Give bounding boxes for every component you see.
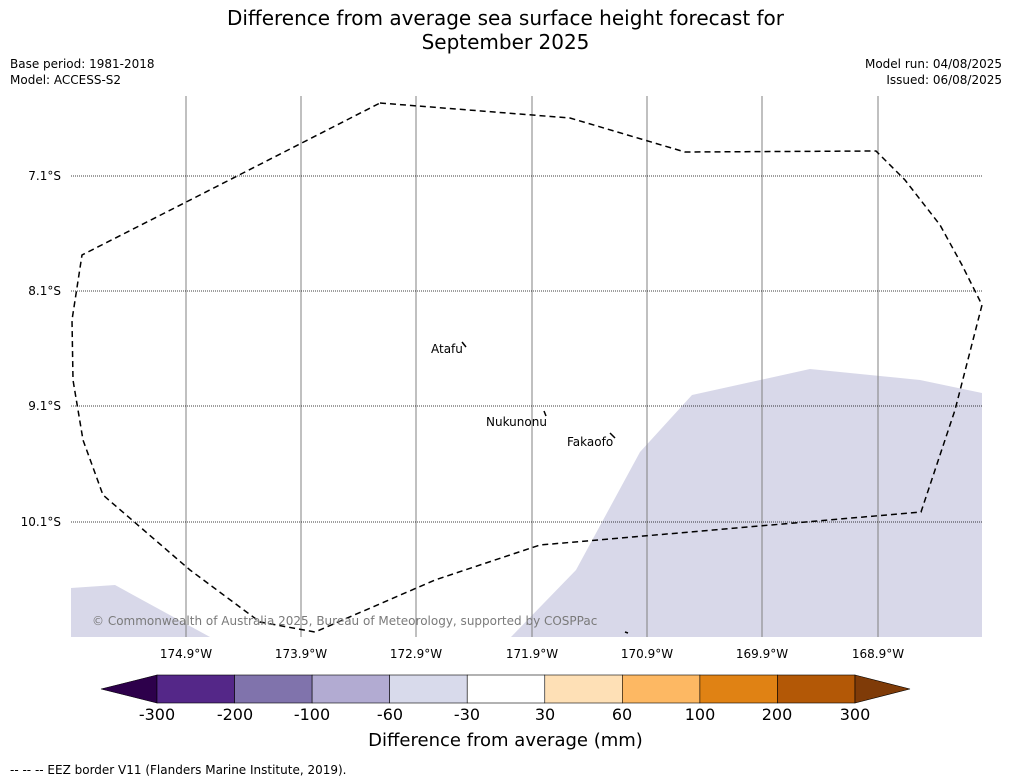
colorbar-tick: -300: [138, 705, 176, 724]
meridians: [185, 96, 879, 637]
island-markers: [461, 341, 629, 634]
colorbar-segment: [466, 674, 546, 704]
colorbar-tick: -60: [376, 705, 404, 724]
fakaofo-island-shape: [609, 432, 616, 439]
colorbar-tick: -30: [453, 705, 481, 724]
meta-right: Model run: 04/08/2025 Issued: 06/08/2025: [865, 56, 1002, 88]
base-period: Base period: 1981-2018: [10, 57, 155, 71]
lon-label: 171.9°W: [505, 647, 559, 661]
title-line-1: Difference from average sea surface heig…: [226, 6, 785, 30]
colorbar-segment: [622, 674, 701, 704]
atafu-island-shape: [461, 341, 467, 348]
model-run: Model run: 04/08/2025: [864, 57, 1002, 71]
colorbar-segment: [156, 674, 235, 704]
colorbar-segment: [311, 674, 390, 704]
colorbar-tick: -200: [216, 705, 254, 724]
colorbar-label: Difference from average (mm): [368, 730, 643, 751]
colorbar-segment: [544, 674, 623, 704]
meta-left: Base period: 1981-2018 Model: ACCESS-S2: [10, 56, 155, 88]
colorbar-segment: [699, 674, 778, 704]
lon-label: 170.9°W: [620, 647, 674, 661]
island-label-fakaofo: Fakaofo: [567, 435, 614, 449]
colorbar-segment: [777, 674, 856, 704]
colorbar-extend-high: [854, 674, 911, 704]
chart-title: Difference from average sea surface heig…: [0, 6, 1011, 54]
lat-label: 9.1°S: [28, 399, 61, 413]
anomaly-region-left: [71, 585, 210, 637]
lat-label: 7.1°S: [28, 169, 61, 183]
small-islet-shape: [624, 631, 629, 634]
colorbar-segment: [389, 674, 468, 704]
colorbar-extend-low: [100, 674, 158, 704]
colorbar-tick: -100: [293, 705, 331, 724]
island-label-atafu: Atafu: [431, 342, 463, 356]
colorbar-segment: [234, 674, 313, 704]
island-label-nukunonu: Nukunonu: [486, 415, 547, 429]
colorbar-tick: 30: [534, 705, 556, 724]
colorbar-tick: 200: [761, 705, 793, 724]
lon-label: 173.9°W: [274, 647, 328, 661]
colorbar-tick: 300: [839, 705, 871, 724]
lon-label: 169.9°W: [735, 647, 789, 661]
lon-label: 174.9°W: [159, 647, 213, 661]
anomaly-region: [511, 369, 982, 637]
copyright-notice: © Commonwealth of Australia 2025, Bureau…: [92, 614, 598, 628]
colorbar-tick: 60: [611, 705, 633, 724]
lat-label: 10.1°S: [20, 515, 61, 529]
title-line-2: September 2025: [421, 30, 590, 54]
nukunonu-island-shape: [543, 410, 547, 417]
lon-label: 168.9°W: [851, 647, 905, 661]
model-name: Model: ACCESS-S2: [10, 73, 122, 87]
eez-border: [71, 102, 983, 633]
lon-label: 172.9°W: [389, 647, 443, 661]
lat-label: 8.1°S: [28, 284, 61, 298]
colorbar-tick: 100: [684, 705, 716, 724]
issued-date: Issued: 06/08/2025: [886, 73, 1002, 87]
eez-legend-note: -- -- -- EEZ border V11 (Flanders Marine…: [10, 763, 347, 777]
